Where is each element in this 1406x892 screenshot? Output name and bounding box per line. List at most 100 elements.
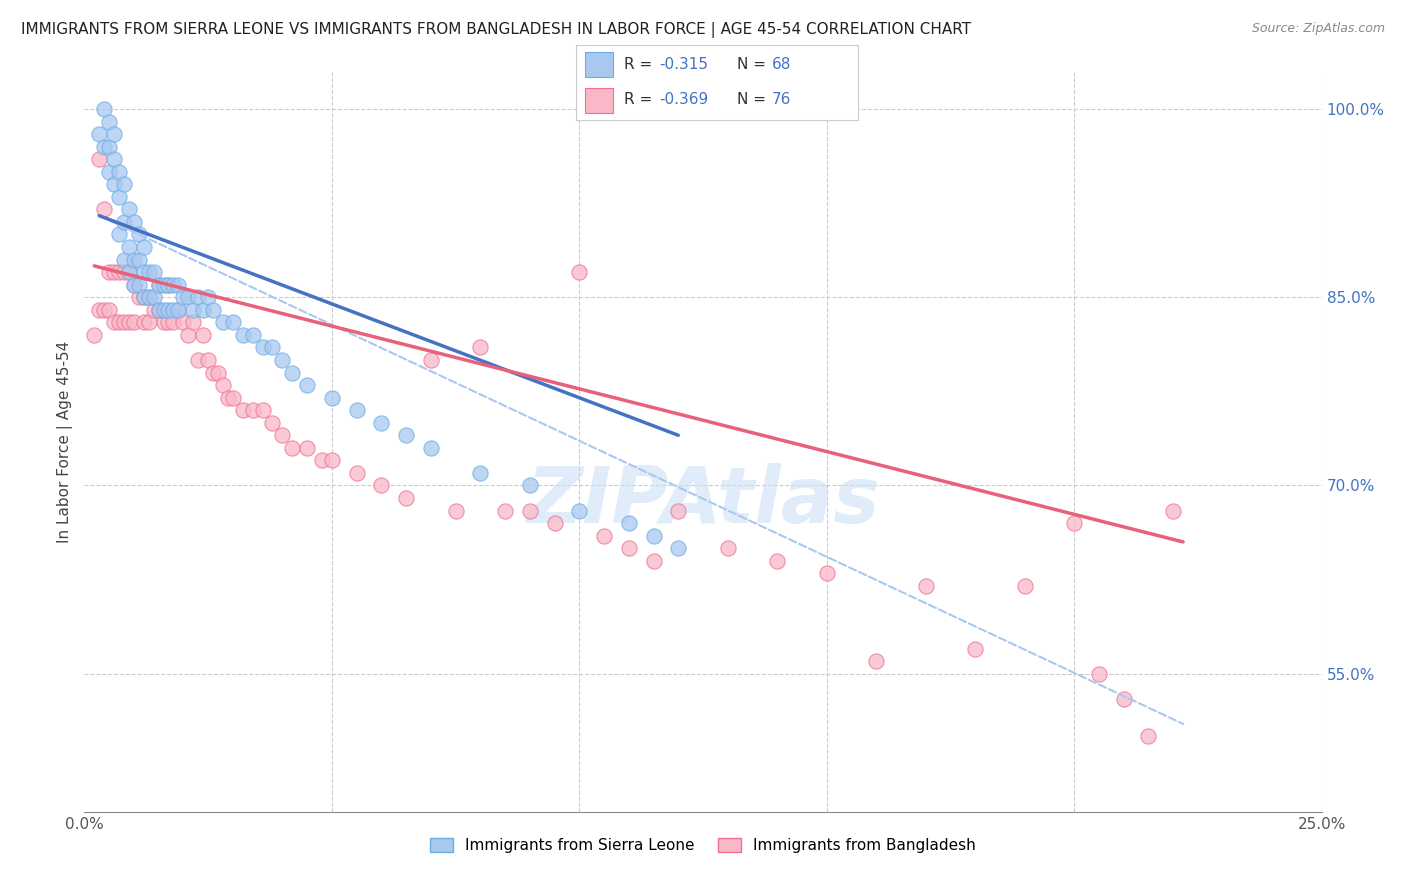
Point xyxy=(321,391,343,405)
Point xyxy=(142,265,165,279)
Point xyxy=(191,327,214,342)
Point xyxy=(98,165,121,179)
Point xyxy=(89,127,111,141)
Point xyxy=(346,466,368,480)
Point xyxy=(191,302,214,317)
Point xyxy=(222,315,245,329)
Point xyxy=(89,152,111,166)
Point xyxy=(138,265,160,279)
Point xyxy=(162,277,184,292)
Point xyxy=(419,353,441,368)
Point xyxy=(138,315,160,329)
Point xyxy=(138,290,160,304)
Point xyxy=(1161,503,1184,517)
Point xyxy=(271,428,294,442)
Point xyxy=(98,139,121,153)
Point xyxy=(118,202,141,217)
Point xyxy=(232,403,254,417)
Point xyxy=(162,302,184,317)
Point xyxy=(108,227,131,242)
Point xyxy=(295,378,318,392)
Point xyxy=(494,503,516,517)
Point xyxy=(132,265,155,279)
Point xyxy=(815,566,838,581)
Point xyxy=(122,252,145,267)
Point xyxy=(148,277,170,292)
Text: ZIPAtlas: ZIPAtlas xyxy=(526,463,880,539)
Point xyxy=(93,102,115,116)
Point xyxy=(157,302,180,317)
Point xyxy=(202,366,225,380)
Point xyxy=(1014,579,1036,593)
Point xyxy=(167,302,190,317)
Point xyxy=(295,441,318,455)
Point xyxy=(262,416,284,430)
Point xyxy=(197,290,219,304)
Point xyxy=(172,315,194,329)
Point xyxy=(118,240,141,254)
Point xyxy=(262,340,284,354)
Point xyxy=(177,290,200,304)
Point xyxy=(212,378,235,392)
Point xyxy=(177,327,200,342)
Point xyxy=(148,277,170,292)
Point xyxy=(717,541,740,556)
Point xyxy=(643,529,665,543)
Point xyxy=(108,315,131,329)
Text: N =: N = xyxy=(737,57,770,72)
Point xyxy=(128,252,150,267)
Point xyxy=(138,290,160,304)
Point xyxy=(470,340,492,354)
Point xyxy=(128,277,150,292)
Point xyxy=(281,441,304,455)
Point xyxy=(593,529,616,543)
Point xyxy=(202,302,225,317)
Point xyxy=(152,277,174,292)
FancyBboxPatch shape xyxy=(585,52,613,78)
Point xyxy=(122,277,145,292)
Point xyxy=(212,315,235,329)
Point xyxy=(98,114,121,128)
Point xyxy=(914,579,936,593)
Point xyxy=(543,516,565,530)
Point xyxy=(103,127,125,141)
Point xyxy=(519,503,541,517)
Point xyxy=(132,290,155,304)
Legend: Immigrants from Sierra Leone, Immigrants from Bangladesh: Immigrants from Sierra Leone, Immigrants… xyxy=(425,832,981,860)
Point xyxy=(666,541,689,556)
Point xyxy=(108,190,131,204)
Point xyxy=(112,315,135,329)
Point xyxy=(157,277,180,292)
Point xyxy=(419,441,441,455)
Point xyxy=(132,315,155,329)
Point xyxy=(766,554,789,568)
Point xyxy=(132,290,155,304)
Point xyxy=(252,340,274,354)
Point xyxy=(112,178,135,192)
Point xyxy=(112,265,135,279)
Point xyxy=(93,139,115,153)
Point xyxy=(281,366,304,380)
Point xyxy=(93,302,115,317)
Point xyxy=(617,516,640,530)
Point xyxy=(98,302,121,317)
Point xyxy=(187,290,209,304)
Point xyxy=(865,654,887,668)
Point xyxy=(370,416,392,430)
Point xyxy=(118,265,141,279)
Text: 76: 76 xyxy=(772,92,792,107)
Point xyxy=(643,554,665,568)
Point xyxy=(1063,516,1085,530)
Point xyxy=(242,403,264,417)
Point xyxy=(217,391,239,405)
Point xyxy=(162,315,184,329)
Point xyxy=(232,327,254,342)
Point xyxy=(142,302,165,317)
Point xyxy=(122,215,145,229)
Point xyxy=(148,302,170,317)
Point xyxy=(122,315,145,329)
Point xyxy=(83,327,105,342)
Point xyxy=(103,315,125,329)
Point xyxy=(112,252,135,267)
Point xyxy=(346,403,368,417)
